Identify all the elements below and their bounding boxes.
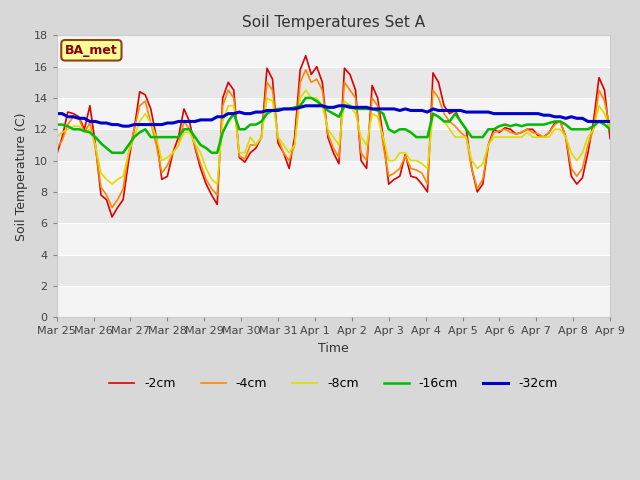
X-axis label: Time: Time <box>318 342 349 355</box>
Title: Soil Temperatures Set A: Soil Temperatures Set A <box>242 15 425 30</box>
Text: BA_met: BA_met <box>65 44 118 57</box>
Bar <box>57 98 610 129</box>
Bar <box>57 36 610 67</box>
Bar <box>57 67 610 98</box>
Y-axis label: Soil Temperature (C): Soil Temperature (C) <box>15 112 28 240</box>
Bar <box>57 192 610 223</box>
Bar <box>57 129 610 161</box>
Bar <box>57 223 610 254</box>
Legend: -2cm, -4cm, -8cm, -16cm, -32cm: -2cm, -4cm, -8cm, -16cm, -32cm <box>104 372 563 396</box>
Bar <box>57 254 610 286</box>
Bar <box>57 161 610 192</box>
Bar <box>57 286 610 317</box>
